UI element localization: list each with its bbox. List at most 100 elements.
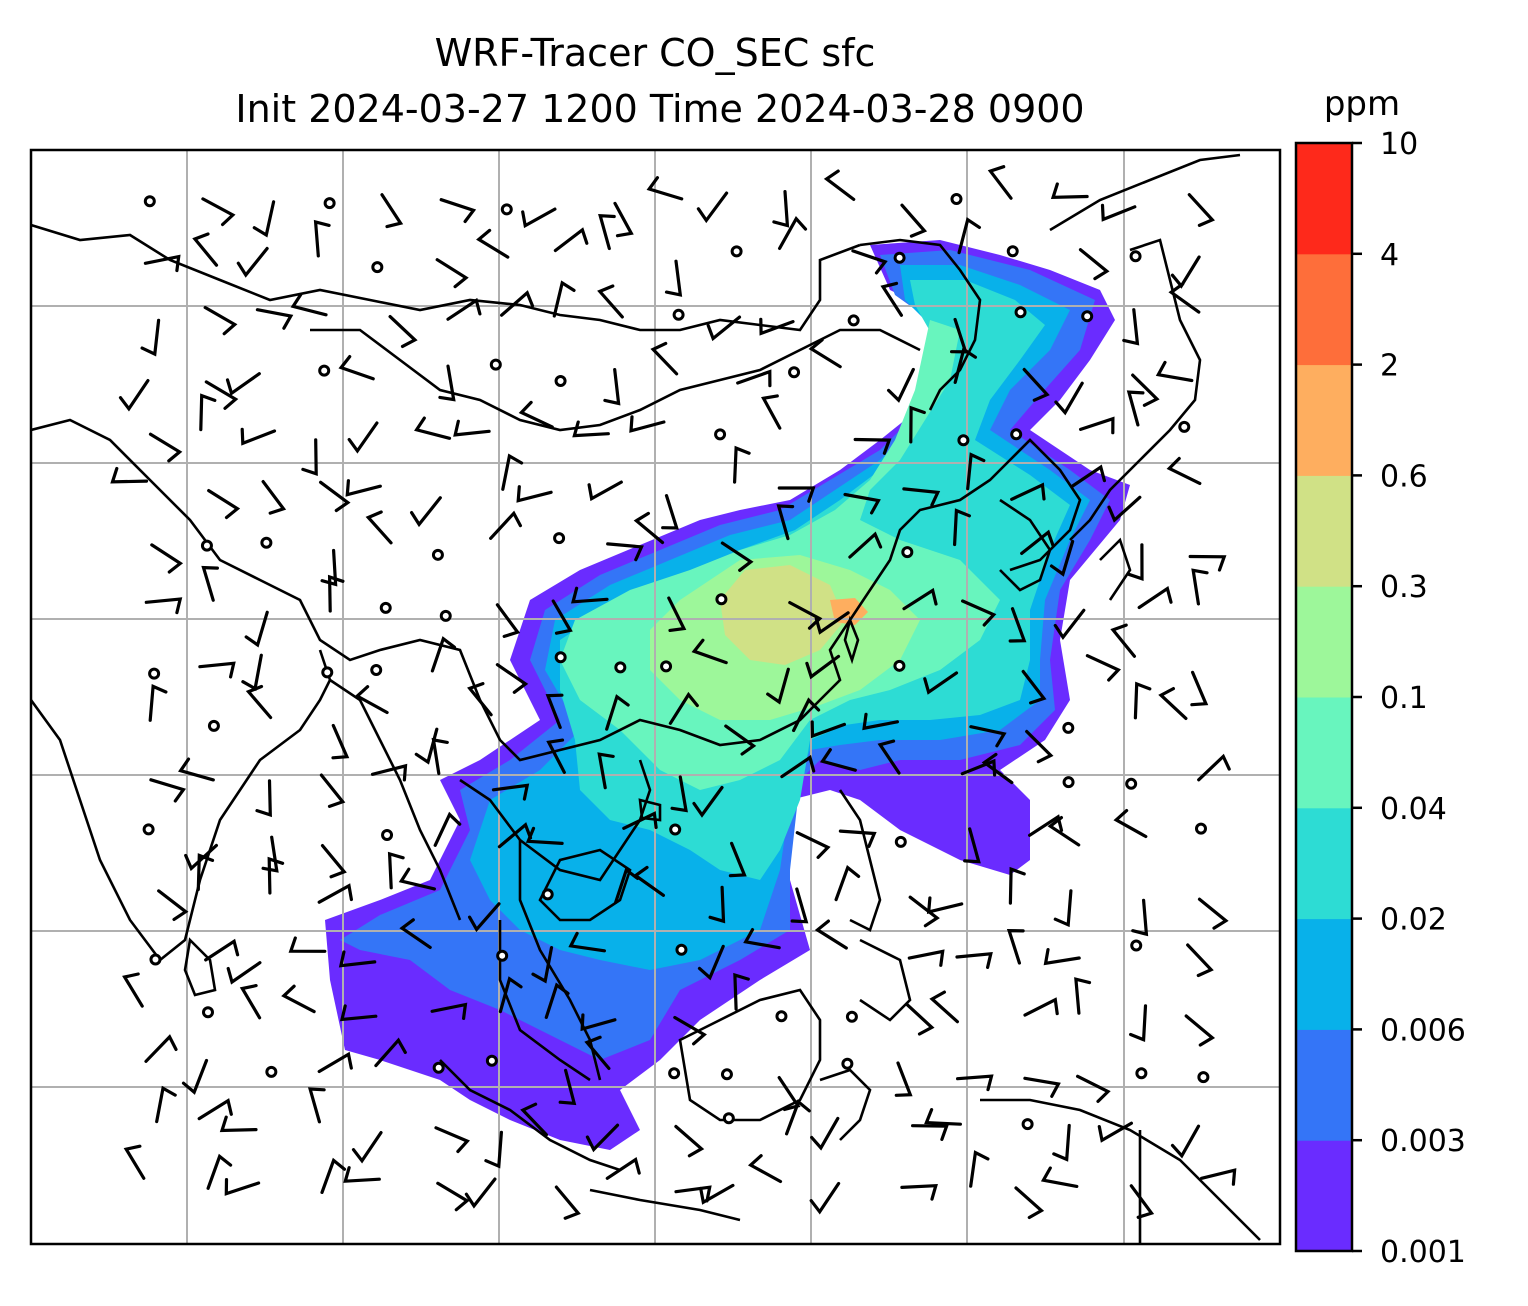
calm-marker [148, 667, 161, 680]
wind-barb [708, 885, 726, 924]
wind-barb [696, 191, 729, 224]
wind-barb [143, 254, 181, 273]
colorbar-tick-label: 4 [1380, 238, 1399, 273]
wind-barb [792, 697, 821, 733]
wind-barb [261, 480, 287, 515]
map-frame [29, 148, 1282, 1246]
wind-barb [823, 169, 856, 201]
wind-barb [1079, 416, 1115, 435]
wind-barb [969, 725, 1007, 748]
colorbar-band [1296, 1029, 1352, 1141]
wind-barb [902, 587, 938, 611]
wind-barb [380, 193, 404, 229]
wind-barb [706, 315, 742, 342]
calm-marker [207, 719, 220, 732]
wind-barb [632, 865, 665, 897]
calm-marker [1006, 245, 1019, 258]
wind-barb [225, 372, 261, 396]
calm-marker [847, 314, 860, 327]
wind-barb [776, 504, 795, 541]
wind-barb [584, 1035, 611, 1070]
wind-barb [240, 427, 277, 446]
map-area [31, 150, 1280, 1244]
wind-barb [398, 867, 436, 891]
calm-marker [893, 659, 906, 672]
wind-barb [902, 487, 941, 507]
wind-barb [498, 976, 523, 1014]
colorbar-tick-label: 0.6 [1380, 459, 1428, 494]
wind-barb [697, 944, 725, 981]
wind-barb [288, 936, 327, 953]
wind-barb [1126, 390, 1145, 427]
wind-barb [1052, 1123, 1071, 1162]
wind-barb [338, 355, 375, 381]
title-line-1: WRF-Tracer CO_SEC sfc [435, 31, 876, 75]
wind-barb [862, 712, 899, 731]
colorbar-tick-label: 0.1 [1380, 681, 1428, 716]
wind-barb [327, 574, 345, 613]
wind-barb [339, 1004, 378, 1022]
wind-barb [953, 508, 971, 547]
wind-barb [476, 228, 510, 259]
wind-barb [670, 775, 688, 813]
co-concentration-field [325, 240, 1130, 1150]
wind-barb [206, 1153, 233, 1190]
wind-barb [894, 1061, 913, 1097]
wind-barb [1127, 543, 1144, 582]
calm-marker [370, 663, 383, 676]
calm-marker [432, 1061, 445, 1074]
wind-barb [181, 1058, 209, 1095]
wind-barb [778, 215, 808, 250]
wind-barb [761, 394, 782, 430]
wind-barb [877, 739, 901, 775]
wind-barb [118, 379, 150, 412]
wind-barb [853, 437, 892, 455]
wind-barb [1137, 586, 1173, 610]
wind-barb [667, 596, 687, 632]
calm-marker [1062, 721, 1075, 734]
wind-barb [1188, 554, 1227, 572]
colorbar-ticks: 0.001 0.003 0.006 0.02 0.04 0.1 0.3 0.6 2 4 10 [1352, 127, 1466, 1270]
calm-marker [323, 197, 336, 210]
calm-wind-markers [142, 193, 1210, 1131]
wind-barb [239, 984, 262, 1020]
wind-barb [981, 752, 1014, 785]
wind-barb [808, 338, 842, 369]
wind-barb [646, 176, 684, 201]
wind-barb [1078, 248, 1110, 281]
wind-barb [1050, 182, 1089, 200]
wind-barb [788, 601, 823, 630]
wind-barb [122, 972, 144, 1008]
wind-barb [281, 984, 316, 1014]
wind-barb [245, 684, 273, 720]
wind-barb [1131, 373, 1160, 407]
colorbar-tick-label: 0.04 [1380, 792, 1447, 827]
calm-marker [845, 1010, 858, 1023]
wind-barb [819, 748, 857, 772]
wind-barb [956, 1074, 994, 1092]
wind-barb [909, 405, 926, 444]
calm-marker [381, 828, 394, 841]
wind-barb [1043, 948, 1081, 966]
wind-barb [570, 586, 609, 604]
wind-barb [110, 466, 149, 484]
wind-barb [351, 1131, 383, 1164]
wind-barb [1133, 681, 1152, 720]
wind-barb [201, 197, 236, 227]
colorbar-tick-label: 10 [1380, 127, 1418, 162]
wind-barb [1184, 1014, 1216, 1047]
calm-marker [775, 1010, 788, 1023]
calm-marker [1194, 822, 1207, 835]
wind-barb [1110, 623, 1136, 658]
wind-barb [1053, 889, 1073, 928]
wind-barb [464, 1177, 497, 1209]
wind-barb [1023, 997, 1059, 1017]
wind-barb [598, 213, 616, 251]
colorbar-band [1296, 586, 1352, 698]
wind-barb [552, 280, 576, 318]
wind-barb [140, 318, 161, 357]
wind-barb [1158, 687, 1188, 720]
calm-marker [722, 1112, 735, 1125]
wind-barb [1006, 928, 1025, 965]
